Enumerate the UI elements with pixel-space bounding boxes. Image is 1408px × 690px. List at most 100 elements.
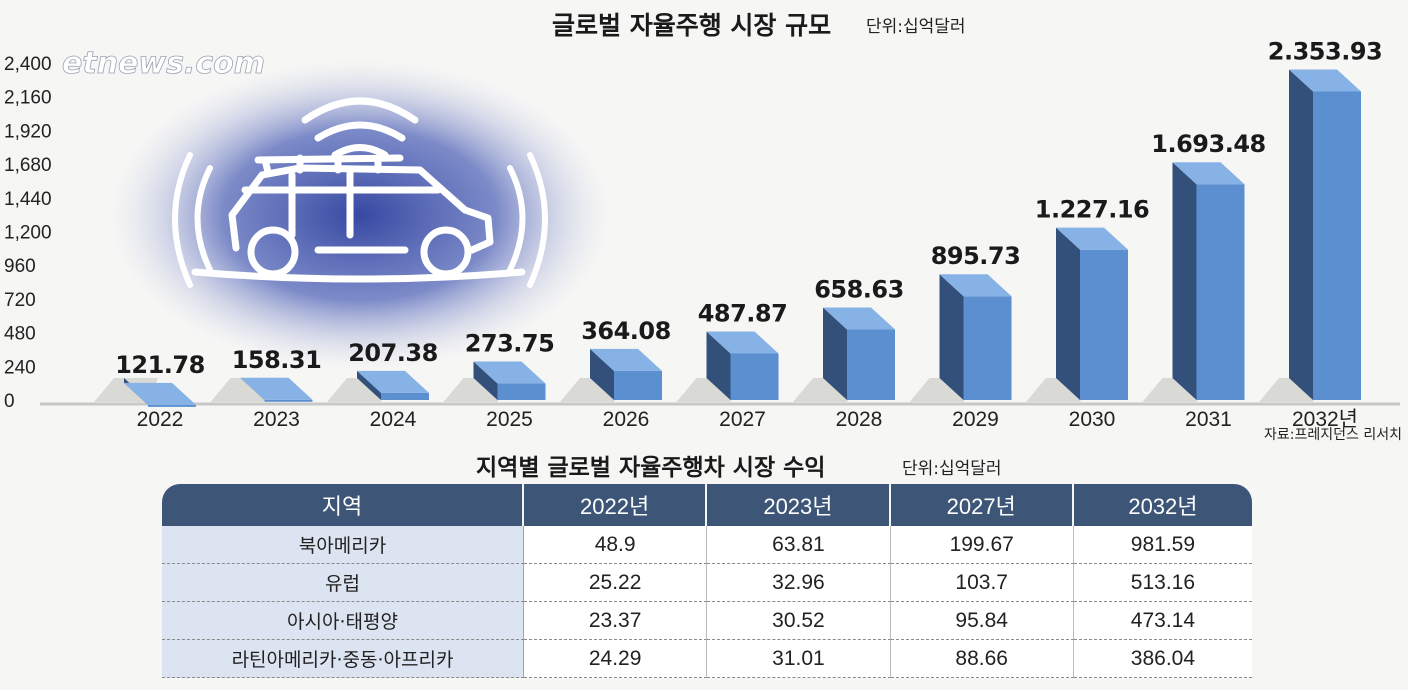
bar [1142, 162, 1245, 402]
header-2023: 2023년 [707, 484, 891, 526]
bar-top [124, 382, 196, 405]
bar-top [240, 377, 313, 400]
region-cell: 유럽 [162, 564, 524, 602]
region-cell: 라틴아메리카·중동·아프리카 [162, 640, 524, 678]
region-cell: 아시아·태평양 [162, 602, 524, 640]
x-tick-label: 2023 [253, 408, 300, 431]
wifi-signal-icon [301, 97, 419, 159]
bar [94, 378, 196, 407]
bar-top [1172, 162, 1245, 185]
bar-top [473, 361, 546, 384]
value-cell: 103.7 [890, 564, 1074, 602]
bar [443, 361, 546, 402]
y-tick-label: 0 [4, 391, 15, 412]
x-tick-label: 2029 [952, 408, 999, 431]
bar-side [1172, 162, 1197, 400]
bar-side [939, 274, 964, 400]
y-tick-label: 1,680 [4, 155, 52, 176]
bar-value-label: 273.75 [465, 330, 555, 358]
x-tick-label: 2026 [603, 408, 650, 431]
bar-value-label: 158.31 [232, 346, 322, 374]
x-tick-label: 2032년 [1292, 408, 1358, 431]
bar-side [1289, 69, 1313, 400]
bar [1259, 69, 1361, 402]
value-cell: 981.59 [1073, 526, 1252, 564]
bar-value-label: 364.08 [581, 317, 671, 345]
bar-top [357, 370, 429, 393]
bar-top [1056, 227, 1128, 250]
bar-value-label: 895.73 [931, 242, 1021, 270]
bar-side [706, 331, 731, 400]
bar-front [963, 296, 1012, 400]
bar-value-label: 487.87 [698, 299, 788, 327]
bar-side [590, 348, 614, 400]
value-cell: 473.14 [1073, 602, 1252, 640]
value-cell: 63.81 [707, 526, 891, 564]
x-tick-label: 2027 [719, 408, 766, 431]
bars: 121.78 2022 158.31 2023 207.38 2024 273.75 2025… [94, 37, 1383, 431]
table-row: 유럽 25.22 32.96 103.7 513.16 [162, 564, 1252, 602]
bar-value-label: 1.227.16 [1035, 196, 1149, 224]
bar-value-label: 658.63 [814, 276, 904, 304]
y-tick-label: 2,160 [4, 88, 52, 109]
y-tick-label: 720 [4, 290, 36, 311]
value-cell: 30.52 [707, 602, 891, 640]
chart-unit: 단위:십억달러 [866, 17, 966, 37]
region-cell: 북아메리카 [162, 526, 524, 564]
bar-top [823, 307, 895, 330]
header-2022: 2022년 [524, 484, 708, 526]
x-tick-label: 2030 [1069, 408, 1116, 431]
table-header-row: 지역 2022년 2023년 2027년 2032년 [162, 484, 1252, 526]
header-2032: 2032년 [1073, 484, 1252, 526]
bar [676, 331, 779, 402]
x-tick-label: 2031 [1185, 408, 1232, 431]
value-cell: 386.04 [1073, 640, 1252, 678]
bar-front [1196, 184, 1245, 400]
bar [210, 377, 313, 402]
header-2027: 2027년 [890, 484, 1074, 526]
bar-top [939, 274, 1012, 297]
value-cell: 95.84 [890, 602, 1074, 640]
y-axis: 0 240 480 720 960 1,200 1,440 1,680 1,920 2,160 2,… [4, 54, 52, 412]
value-cell: 199.67 [890, 526, 1074, 564]
bar-top [706, 331, 779, 354]
bar-top [590, 348, 662, 371]
bar-front [614, 370, 662, 400]
bar [1026, 227, 1128, 402]
bar-front [730, 353, 779, 400]
bar-value-label: 1.693.48 [1151, 130, 1265, 158]
bar-front [497, 383, 546, 400]
bar-front [381, 392, 429, 400]
value-cell: 513.16 [1073, 564, 1252, 602]
value-cell: 88.66 [890, 640, 1074, 678]
bar [327, 370, 429, 402]
y-tick-label: 2,400 [4, 54, 52, 75]
x-tick-label: 2028 [836, 408, 883, 431]
bar-side [240, 377, 265, 400]
y-tick-label: 480 [4, 324, 36, 345]
value-cell: 23.37 [524, 602, 708, 640]
x-tick-label: 2024 [370, 408, 417, 431]
bar-side [823, 307, 847, 400]
bar [793, 307, 895, 402]
chart-title: 글로벌 자율주행 시장 규모 [552, 11, 831, 40]
table-row: 라틴아메리카·중동·아프리카 24.29 31.01 88.66 386.04 [162, 640, 1252, 678]
bar-front [847, 329, 895, 400]
revenue-table: 지역 2022년 2023년 2027년 2032년 북아메리카 48.9 63… [162, 484, 1252, 678]
bar-front [1080, 249, 1128, 400]
glow-background [110, 60, 610, 370]
x-tick-label: 2022 [137, 408, 184, 431]
y-tick-label: 1,200 [4, 223, 52, 244]
bar-front [1313, 91, 1361, 400]
car-icon [191, 154, 526, 283]
x-tick-label: 2025 [486, 408, 533, 431]
y-tick-label: 960 [4, 256, 36, 277]
bar-top [1289, 69, 1361, 92]
sensor-waves-left-icon [172, 152, 213, 288]
car-illustration [110, 60, 610, 370]
bar-front [148, 404, 196, 407]
table-title: 지역별 글로벌 자율주행차 시장 수익 [476, 455, 826, 481]
table-row: 북아메리카 48.9 63.81 199.67 981.59 [162, 526, 1252, 564]
value-cell: 25.22 [524, 564, 708, 602]
bar-value-label: 207.38 [348, 339, 438, 367]
